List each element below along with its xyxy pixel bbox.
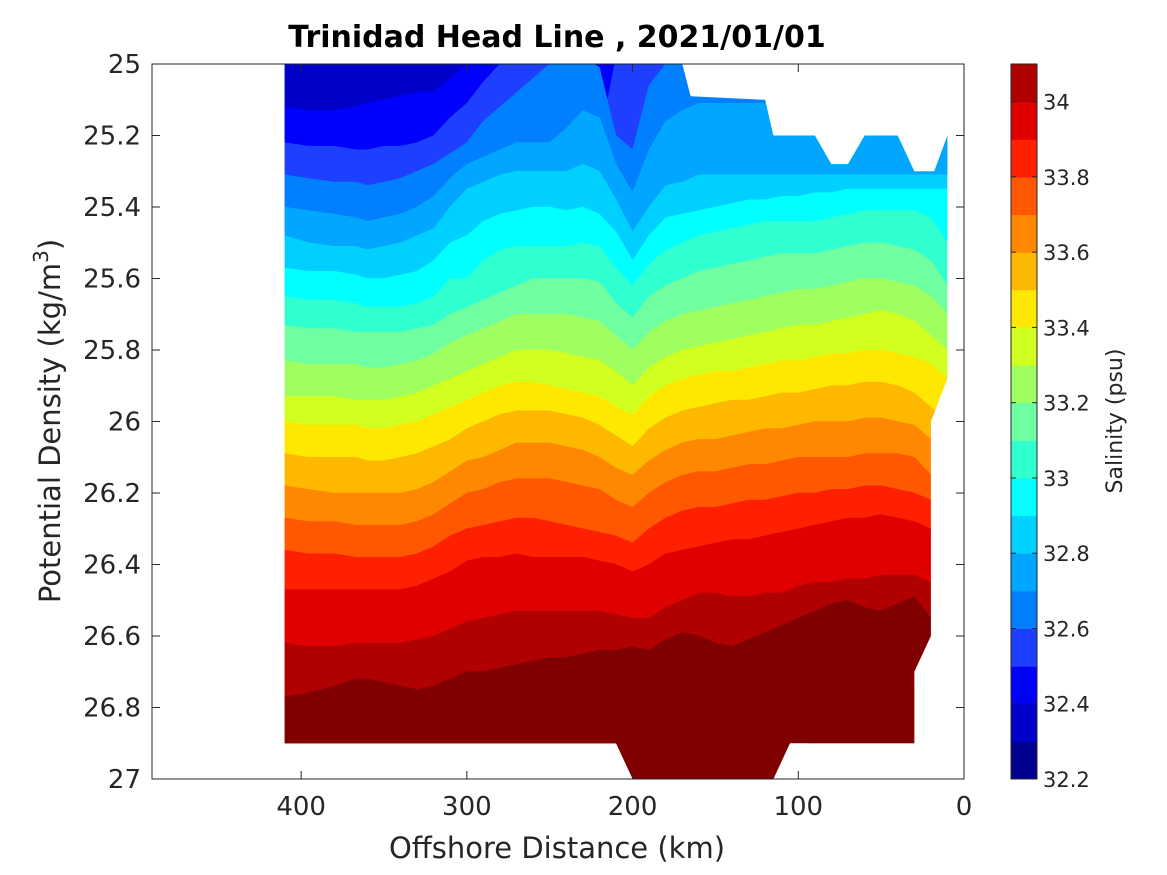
y-tick-label: 25.4: [83, 193, 141, 223]
colorbar-segment: [1011, 590, 1037, 629]
colorbar-tick-label: 33: [1043, 467, 1070, 491]
colorbar-tick-label: 32.8: [1043, 542, 1090, 566]
colorbar-tick-label: 33.8: [1043, 166, 1090, 190]
y-tick-label: 26.6: [83, 622, 141, 652]
colorbar-tick-label: 33.2: [1043, 392, 1090, 416]
y-tick-label: 26.4: [83, 551, 141, 581]
chart-title: Trinidad Head Line , 2021/01/01: [288, 20, 825, 55]
x-tick-label: 400: [276, 792, 326, 822]
colorbar-segment: [1011, 101, 1037, 140]
colorbar-segment: [1011, 477, 1037, 517]
colorbar-segment: [1011, 741, 1037, 780]
colorbar-tick-label: 33.4: [1043, 316, 1090, 340]
y-axis-label-close: ): [33, 239, 67, 250]
colorbar-segment: [1011, 666, 1037, 705]
y-axis-label-main: Potential Density (kg/m: [33, 263, 67, 603]
x-axis-label: Offshore Distance (km): [389, 831, 725, 865]
x-tick-label: 300: [442, 792, 492, 822]
y-tick-label: 25: [108, 50, 141, 80]
colorbar-segment: [1011, 214, 1037, 253]
colorbar-segment: [1011, 553, 1037, 592]
x-tick-label: 200: [608, 792, 658, 822]
colorbar-tick-label: 32.4: [1043, 693, 1090, 717]
contour-band-deep-1: [632, 743, 774, 779]
x-tick-label: 0: [956, 792, 973, 822]
contour-band-deep-2: [806, 678, 915, 744]
y-tick-label: 25.2: [83, 122, 141, 152]
colorbar-segment: [1011, 515, 1037, 554]
colorbar-tick-label: 34: [1043, 91, 1070, 115]
colorbar-tick-label: 32.6: [1043, 617, 1090, 641]
salinity-contour-bands: [284, 64, 948, 779]
y-axis-label-superscript: 3: [29, 250, 53, 263]
colorbar-frame: [1010, 63, 1038, 780]
y-axis-label: Potential Density (kg/m3): [29, 239, 67, 603]
y-axis-ticks: 25 25.2 25.4 25.6 25.8 26 26.2 26.4 26.6 26.8 27: [83, 50, 964, 795]
colorbar-ticks: 32.2 32.4 32.6 32.8 33 33.2 33.4 33.6 33.8 34: [1011, 91, 1090, 792]
colorbar-tick-label: 32.2: [1043, 768, 1090, 792]
colorbar-tick-label: 33.6: [1043, 241, 1090, 265]
contour-band-0: [284, 64, 948, 111]
colorbar-segment: [1011, 139, 1037, 178]
y-tick-label: 26.2: [83, 479, 141, 509]
colorbar-segment: [1011, 703, 1037, 742]
colorbar-segment: [1011, 289, 1037, 328]
y-tick-label: 25.6: [83, 265, 141, 295]
y-tick-label: 26.8: [83, 694, 141, 724]
x-tick-label: 100: [773, 792, 823, 822]
colorbar-segment: [1011, 402, 1037, 441]
colorbar-segment: [1011, 327, 1037, 366]
y-tick-label: 25.8: [83, 336, 141, 366]
colorbar-segment: [1011, 628, 1037, 667]
y-tick-label: 27: [108, 765, 141, 795]
y-tick-label: 26: [108, 408, 141, 438]
colorbar-segment: [1011, 64, 1037, 103]
x-axis-ticks: 400 300 200 100 0: [276, 64, 972, 822]
colorbar-segment: [1011, 176, 1037, 216]
colorbar-segment: [1011, 365, 1037, 404]
colorbar-label: Salinity (psu): [1103, 349, 1128, 494]
colorbar: [1010, 63, 1038, 780]
colorbar-segment: [1011, 440, 1037, 479]
contour-band-1: [284, 64, 948, 151]
colorbar-segment: [1011, 252, 1037, 291]
